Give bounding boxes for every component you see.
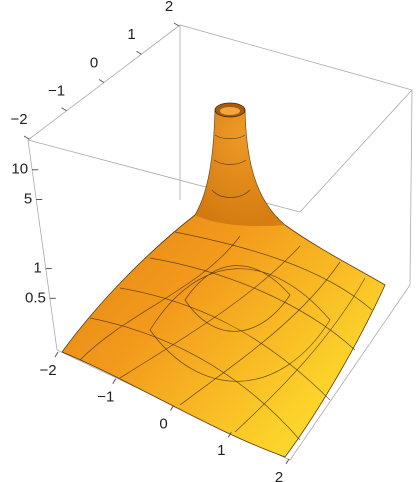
y-tick (136, 50, 142, 55)
x-tick (112, 378, 117, 385)
y-tick-label: 0 (90, 54, 98, 71)
axes: −2 −1 0 1 2 −2 −1 0 1 2 0.5 1 5 10 (10, 0, 290, 482)
x-tick (227, 431, 232, 438)
z-tick-label: 5 (24, 190, 32, 207)
y-tick (173, 22, 180, 27)
x-tick-label: 2 (275, 469, 283, 482)
y-tick-label: −2 (10, 111, 27, 128)
y-tick (61, 107, 67, 112)
x-tick-label: 1 (217, 442, 225, 459)
x-tick-label: −1 (97, 389, 114, 406)
x-tick (54, 351, 59, 358)
y-tick-label: 1 (127, 26, 135, 43)
z-tick-label: 1 (33, 260, 41, 277)
y-tick-label: −1 (48, 83, 65, 100)
x-tick (170, 405, 174, 411)
x-tick-label: 0 (159, 415, 167, 432)
y-tick (23, 135, 30, 140)
z-tick-label: 0.5 (25, 289, 46, 306)
y-tick-label: 2 (165, 0, 173, 15)
x-tick-label: −2 (39, 362, 56, 379)
surface (61, 102, 386, 458)
y-tick (98, 79, 105, 83)
z-tick-label: 10 (11, 161, 28, 178)
x-tick (285, 458, 290, 465)
